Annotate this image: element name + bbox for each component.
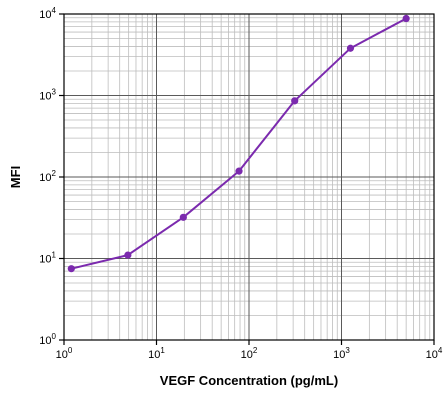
y-tick-label: 103: [39, 88, 56, 103]
y-tick-label: 101: [39, 251, 56, 266]
x-tick-label: 104: [426, 346, 443, 361]
series-layer: [67, 14, 410, 273]
data-point: [346, 44, 355, 52]
data-point: [402, 14, 410, 23]
x-tick-label: 103: [333, 346, 350, 361]
y-tick-label: 104: [39, 6, 56, 21]
x-tick-label: 101: [148, 346, 165, 361]
data-point: [179, 213, 187, 221]
y-axis-label: MFI: [8, 166, 23, 188]
data-point: [67, 265, 75, 273]
x-tick-label: 102: [241, 346, 258, 361]
grid: [64, 14, 434, 340]
ticks: 100 101 102 103 104 100 101 102 103 104: [39, 6, 443, 361]
x-tick-label: 100: [56, 346, 73, 361]
data-point: [291, 97, 299, 105]
x-axis-label: VEGF Concentration (pg/mL): [160, 373, 338, 388]
y-tick-label: 102: [39, 169, 56, 184]
data-point: [124, 251, 132, 259]
data-point: [235, 167, 243, 175]
y-tick-label: 100: [39, 332, 56, 347]
